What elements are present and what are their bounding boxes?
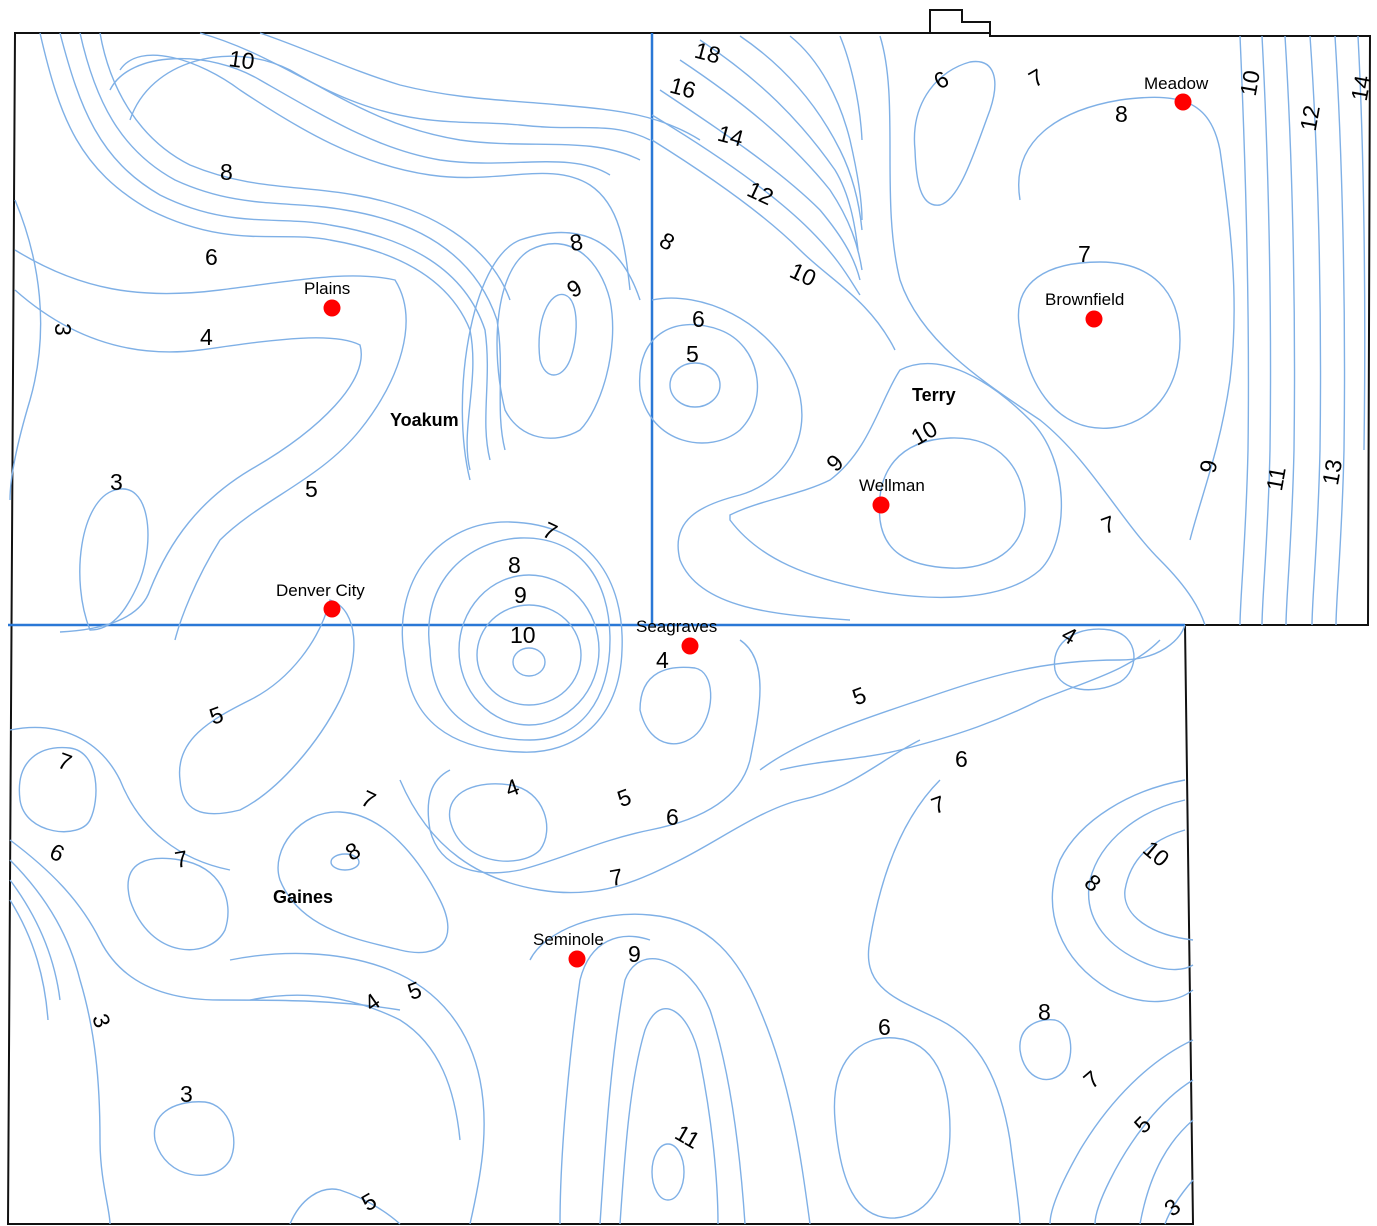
contour-label: 8 [341,837,365,866]
contour-label: 8 [655,227,679,256]
town-denver-city: Denver City [276,581,365,618]
county-label-gaines: Gaines [273,887,333,907]
town-marker [568,950,586,968]
contour-label: 5 [305,476,318,502]
contour-label: 10 [1138,835,1174,871]
map-boundary [6,9,1372,1225]
contour-label: 9 [628,941,641,967]
town-plains: Plains [304,279,350,317]
contour-label: 3 [180,1081,193,1107]
contour-label: 11 [671,1119,705,1153]
contour-label: 14 [715,120,747,152]
contour-label: 7 [1078,241,1091,267]
town-seminole: Seminole [533,930,604,968]
town-marker [1085,310,1103,328]
town-meadow: Meadow [1144,74,1209,111]
contour-label: 7 [928,790,949,819]
contour-label: 3 [110,469,123,495]
contour-label: 18 [692,37,723,69]
contour-label: 4 [200,324,213,350]
contour-label: 8 [1080,869,1107,897]
contour-label: 10 [786,257,820,291]
contour-label: 10 [510,622,536,648]
county-label-yoakum: Yoakum [390,410,459,430]
contour-label: 9 [821,449,848,476]
contour-label: 12 [1295,103,1325,133]
contour-label: 8 [1038,999,1051,1025]
contour-label: 3 [87,1010,116,1031]
contour-label: 9 [514,582,527,608]
contour-label: 7 [54,747,75,776]
contour-label: 6 [46,838,69,867]
contour-label: 7 [1024,63,1048,92]
contour-lines [9,32,1366,1225]
contour-label: 5 [206,701,227,730]
contour-label: 10 [907,415,942,450]
town-label: Seminole [533,930,604,949]
county-label-terry: Terry [912,385,956,405]
contour-label: 7 [1098,510,1119,539]
town-label: Denver City [276,581,365,600]
contour-label: 4 [656,647,669,673]
contour-label: 6 [666,804,679,830]
town-marker [323,600,341,618]
town-wellman: Wellman [859,476,925,514]
contour-label: 8 [220,159,233,185]
contour-label: 14 [1346,73,1376,103]
contour-label: 3 [50,323,76,336]
town-label: Plains [304,279,350,298]
contour-label: 5 [614,783,635,812]
contour-label: 16 [667,72,698,104]
town-label: Meadow [1144,74,1209,93]
town-label: Seagraves [636,617,717,636]
contour-label: 7 [608,863,625,891]
town-marker [1174,93,1192,111]
town-marker [681,637,699,655]
contour-label: 5 [404,976,425,1005]
contour-label: 5 [357,1187,381,1216]
contour-label: 6 [878,1014,891,1040]
contour-label: 5 [849,682,870,711]
town-label: Wellman [859,476,925,495]
contour-label: 10 [227,45,256,74]
town-marker [872,496,890,514]
contour-label: 10 [1235,68,1265,98]
town-marker [323,299,341,317]
contour-label: 7 [1078,1065,1105,1093]
contour-label: 11 [1261,465,1291,493]
contour-label: 3 [1159,1193,1186,1221]
contour-label: 6 [692,306,705,332]
contour-label: 7 [357,785,380,814]
contour-label: 6 [205,244,218,270]
contour-label: 8 [568,228,585,256]
contour-label: 6 [955,746,968,772]
contour-label: 8 [508,552,521,578]
contour-label: 13 [1317,457,1347,487]
contour-label: 5 [686,341,699,367]
town-seagraves: Seagraves [636,617,717,655]
contour-label: 9 [1194,458,1222,475]
contour-label: 8 [1115,101,1128,127]
contour-label: 6 [929,65,953,94]
contour-label: 7 [173,845,190,873]
town-label: Brownfield [1045,290,1124,309]
town-brownfield: Brownfield [1045,290,1124,328]
contour-label: 9 [562,274,586,303]
